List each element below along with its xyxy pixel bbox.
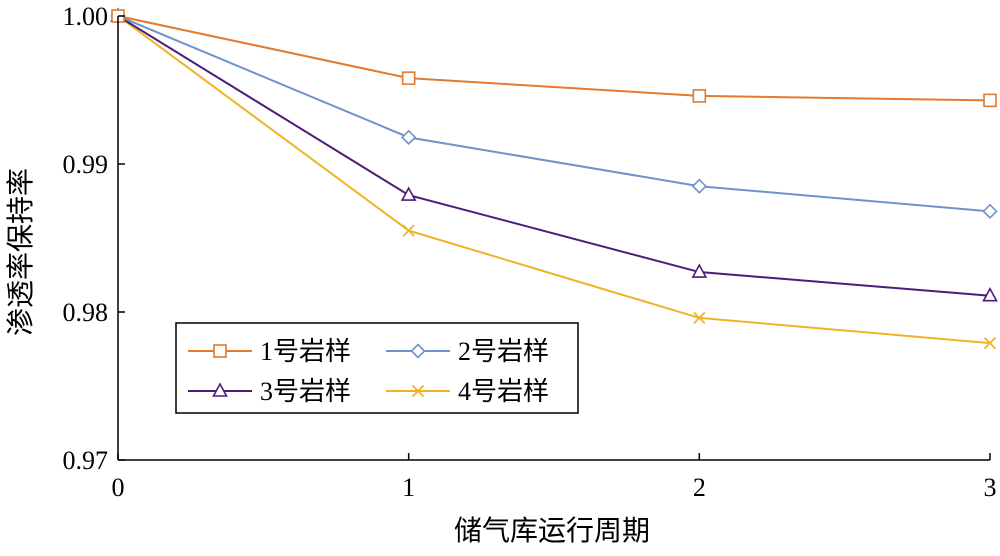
data-point-s1-3 (983, 93, 997, 108)
data-point-s2-1 (401, 129, 417, 145)
legend-marker-4 (411, 384, 425, 398)
legend-marker-2 (410, 343, 426, 359)
data-point-s4-1 (402, 224, 415, 237)
data-point-s2-2 (691, 178, 707, 194)
y-tick-label-3: 1.00 (63, 2, 109, 31)
series-line-1 (117, 15, 991, 102)
data-point-s1-1 (401, 71, 416, 85)
series-line-3 (117, 15, 991, 297)
y-tick-label-0: 0.97 (63, 446, 109, 475)
y-axis-title: 渗透率保持率 (5, 168, 37, 336)
data-point-s3-3 (982, 287, 998, 302)
data-point-s3-1 (400, 186, 417, 201)
x-tick-label-1: 1 (402, 473, 415, 502)
legend-label-3: 3号岩样 (260, 377, 351, 406)
legend-box (175, 322, 579, 414)
legend-label-2: 2号岩样 (458, 337, 549, 366)
plot-series (110, 7, 998, 350)
x-tick-label-3: 3 (984, 473, 997, 502)
data-point-s3-2 (691, 263, 708, 278)
y-tick-label-1: 0.98 (63, 298, 109, 327)
data-point-s4-3 (983, 336, 997, 350)
legend-marker-3 (212, 382, 228, 397)
axes: 0.97 0.98 0.99 1.00 0 1 2 3 储气库运行周期 渗透率保持率 (5, 2, 997, 547)
x-tick-label-0: 0 (112, 473, 125, 502)
data-point-s1-2 (692, 89, 707, 103)
x-axis-title: 储气库运行周期 (454, 515, 650, 547)
legend-marker-1 (213, 344, 227, 358)
x-tick-label-2: 2 (693, 473, 706, 502)
legend-label-4: 4号岩样 (458, 377, 549, 406)
data-point-s4-2 (693, 311, 706, 325)
series-line-2 (117, 15, 991, 213)
data-point-s2-3 (982, 203, 998, 219)
series-line-4 (117, 15, 991, 345)
y-tick-label-2: 0.99 (63, 150, 109, 179)
legend: 1号岩样 2号岩样 3号岩样 4号岩样 (175, 322, 579, 414)
legend-label-1: 1号岩样 (260, 337, 351, 366)
